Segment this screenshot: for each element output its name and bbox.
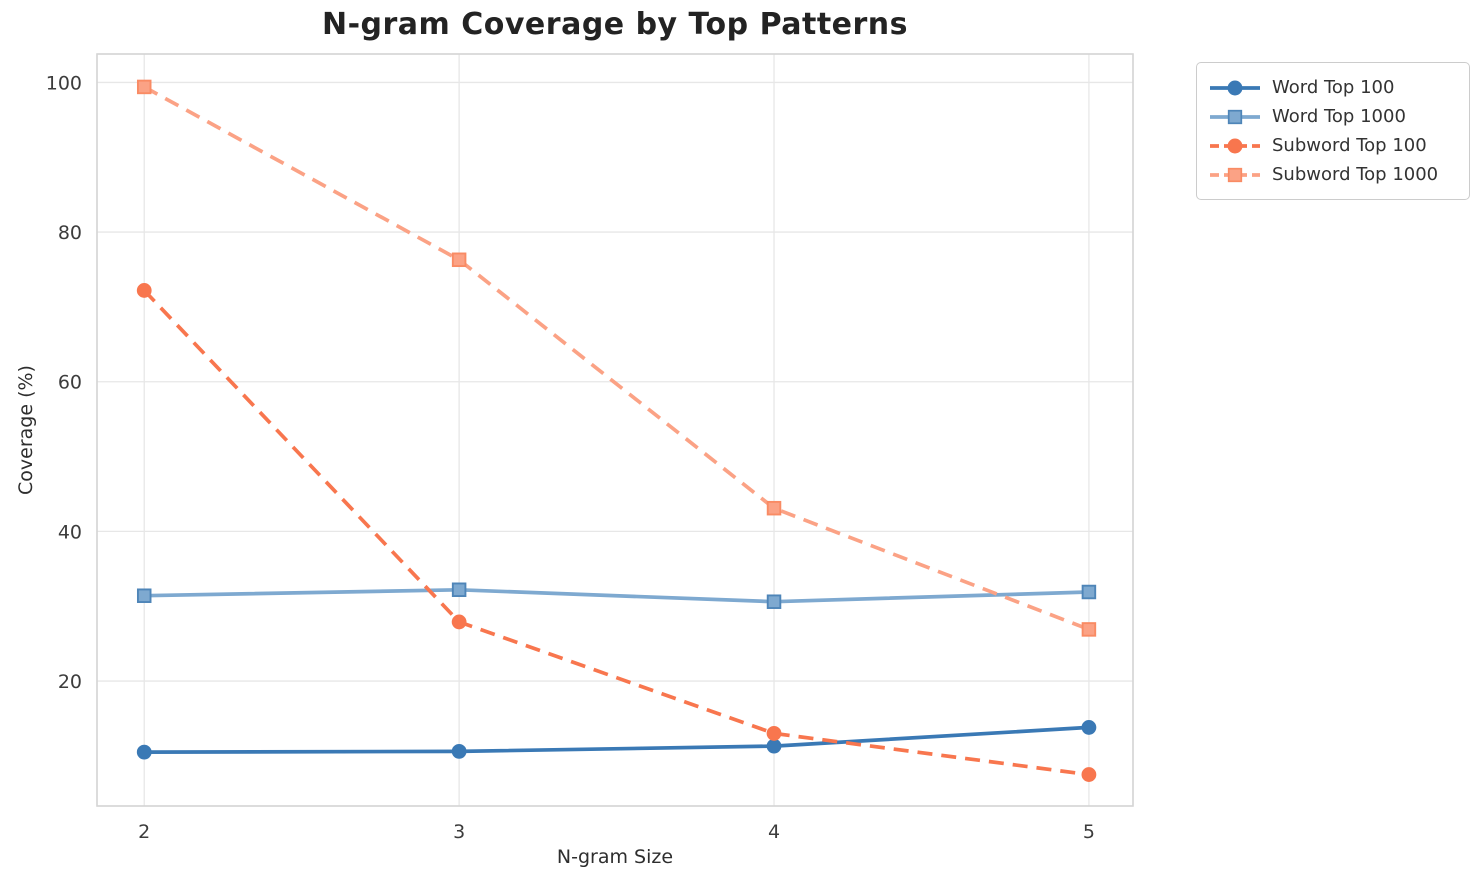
marker-word-top-100 <box>766 738 782 754</box>
legend: Word Top 100 Word Top 1000 Subword Top 100… <box>1196 62 1470 200</box>
marker-subword-top-1000 <box>451 252 467 268</box>
marker-subword-top-100 <box>451 614 467 630</box>
series-line-subword-top-1000 <box>143 85 1090 632</box>
legend-marker-subword-top-1000 <box>1227 167 1243 182</box>
marker-word-top-1000 <box>766 594 782 609</box>
plot-border <box>96 53 1134 807</box>
marker-subword-top-1000 <box>1081 622 1097 637</box>
legend-marker-subword-top-100 <box>1227 138 1243 153</box>
marker-subword-top-100 <box>1081 767 1097 782</box>
legend-item-word-top-100: Word Top 100 <box>1209 73 1455 102</box>
marker-word-top-1000 <box>1081 584 1097 600</box>
chart-title: N-gram Coverage by Top Patterns <box>321 7 909 42</box>
legend-marker-word-top-1000 <box>1227 109 1243 124</box>
series-line-word-top-100 <box>144 725 1090 754</box>
legend-item-subword-top-100: Subword Top 100 <box>1209 131 1455 160</box>
marker-subword-top-100 <box>136 283 152 298</box>
legend-sample-word-top-100 <box>1210 80 1260 95</box>
marker-subword-top-100 <box>766 726 782 741</box>
marker-word-top-1000 <box>451 582 467 598</box>
legend-item-word-top-1000: Word Top 1000 <box>1209 102 1455 131</box>
marker-subword-top-1000 <box>136 79 152 95</box>
series-line-subword-top-100 <box>142 289 1090 777</box>
legend-label-subword-top-100: Subword Top 100 <box>1272 135 1427 156</box>
legend-label-word-top-1000: Word Top 1000 <box>1272 106 1406 127</box>
legend-sample-subword-top-100 <box>1210 138 1260 153</box>
legend-sample-subword-top-1000 <box>1210 167 1260 182</box>
legend-marker-word-top-100 <box>1227 80 1243 95</box>
y-tick-label: 100 <box>46 72 82 94</box>
x-tick-label: 2 <box>138 821 150 843</box>
legend-label-word-top-100: Word Top 100 <box>1272 77 1395 98</box>
y-tick-label: 40 <box>58 521 82 543</box>
marker-subword-top-1000 <box>766 500 782 516</box>
x-tick-label: 4 <box>768 821 780 843</box>
x-tick-label: 5 <box>1083 821 1095 843</box>
legend-item-subword-top-1000: Subword Top 1000 <box>1209 160 1455 189</box>
y-tick-label: 80 <box>58 222 82 244</box>
y-tick-label: 20 <box>58 671 82 693</box>
y-tick-label: 60 <box>58 372 82 394</box>
x-axis-label: N-gram Size <box>556 846 674 868</box>
marker-word-top-100 <box>1081 720 1097 735</box>
marker-word-top-100 <box>451 743 467 759</box>
marker-word-top-1000 <box>136 588 152 603</box>
legend-sample-word-top-1000 <box>1210 109 1260 124</box>
marker-word-top-100 <box>136 744 152 760</box>
legend-label-subword-top-1000: Subword Top 1000 <box>1272 164 1439 185</box>
series-line-word-top-1000 <box>144 587 1089 604</box>
x-tick-label: 3 <box>453 821 465 843</box>
